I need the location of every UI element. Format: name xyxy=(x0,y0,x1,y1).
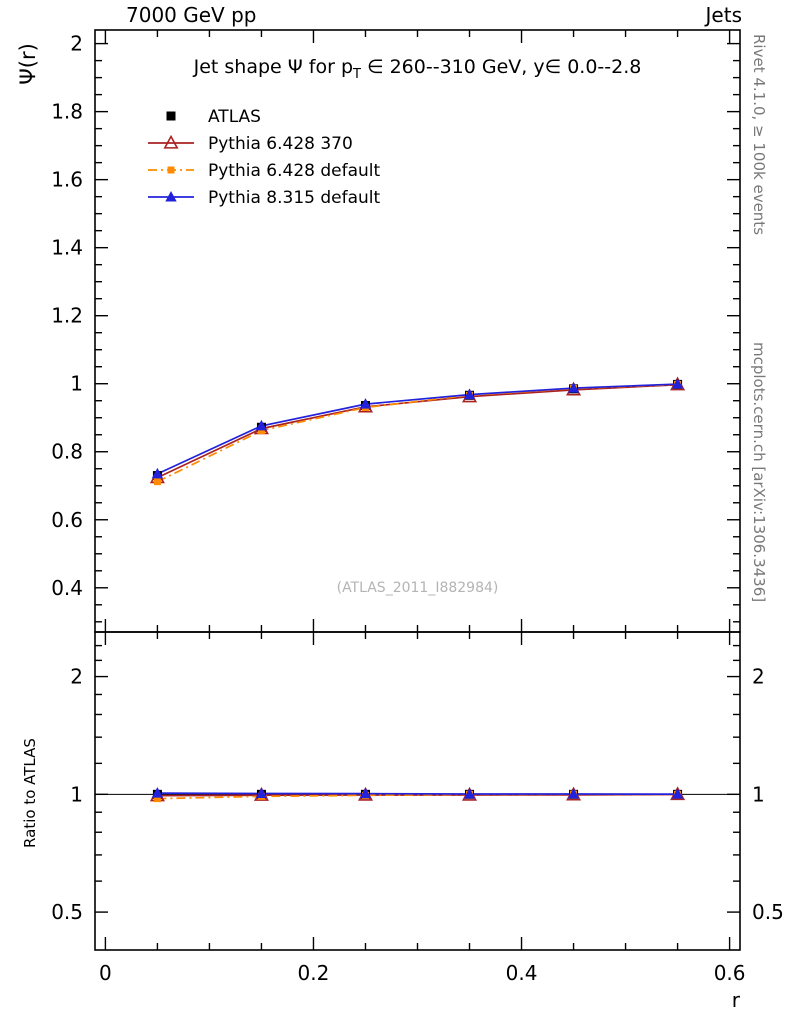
marker-pythia-8315-default xyxy=(567,787,580,799)
series-line-pythia-8315-default xyxy=(157,383,678,475)
y-tick-label-main: 1.8 xyxy=(51,100,83,124)
y-tick-label-main: 2 xyxy=(70,32,83,56)
legend-label-pythia-8315-default: Pythia 8.315 default xyxy=(208,188,381,208)
y-tick-label-main: 1.6 xyxy=(51,168,83,192)
plot-title-text: Jet shape Ψ for p xyxy=(193,56,354,78)
rivet-version-note: Rivet 4.1.0, ≥ 100k events xyxy=(750,34,768,236)
marker-pythia-8315-default xyxy=(463,787,476,799)
x-tick-label: 0.6 xyxy=(714,961,746,985)
marker-pythia-8315-default xyxy=(151,787,164,798)
main-y-axis-label: Ψ(r) xyxy=(16,43,40,85)
ratio-y-axis-label: Ratio to ATLAS xyxy=(21,738,39,848)
y-tick-label-main: 1 xyxy=(70,372,83,396)
main-panel-frame xyxy=(94,29,741,633)
marker-pythia-8315-default xyxy=(567,382,580,393)
y-tick-label-ratio-left: 2 xyxy=(70,665,83,689)
y-tick-label-ratio-right: 1 xyxy=(752,782,765,806)
marker-pythia-6428-default xyxy=(153,478,161,486)
y-tick-label-ratio-left: 1 xyxy=(70,782,83,806)
x-tick-label: 0.4 xyxy=(506,961,538,985)
y-tick-label-main: 0.6 xyxy=(51,508,83,532)
ratio-line-pythia-6428-default xyxy=(157,793,678,800)
x-tick-label: 0.2 xyxy=(298,961,330,985)
marker-pythia-6428-370 xyxy=(163,134,179,149)
marker-pythia-8315-default xyxy=(359,787,372,799)
marker-pythia-8315-default xyxy=(151,467,164,479)
ratio-panel-frame xyxy=(94,631,741,951)
y-tick-label-ratio-left: 0.5 xyxy=(51,900,83,924)
marker-pythia-6428-default xyxy=(153,795,161,803)
x-tick-label: 0 xyxy=(99,961,112,985)
marker-pythia-8315-default xyxy=(671,788,684,799)
series-line-pythia-6428-default xyxy=(157,383,678,483)
marker-pythia-6428-default xyxy=(167,166,175,174)
plot-title: Jet shape Ψ for pT ∈ 260--310 GeV, y∈ 0.… xyxy=(95,56,740,82)
y-tick-label-main: 0.4 xyxy=(51,576,83,600)
plot-title-subscript: T xyxy=(353,66,361,82)
analysis-id-watermark: (ATLAS_2011_I882984) xyxy=(336,580,499,596)
analysis-group-label: Jets xyxy=(705,3,742,27)
marker-pythia-8315-default xyxy=(463,388,476,400)
marker-pythia-8315-default xyxy=(255,419,268,431)
legend-label-atlas: ATLAS xyxy=(208,107,261,127)
marker-pythia-8315-default xyxy=(165,191,177,202)
marker-pythia-6428-default xyxy=(257,427,265,435)
legend-label-pythia-6428-default: Pythia 6.428 default xyxy=(208,161,381,181)
marker-pythia-8315-default xyxy=(359,398,372,409)
marker-pythia-8315-default xyxy=(671,378,684,389)
y-tick-label-ratio-right: 2 xyxy=(752,665,765,689)
y-tick-label-main: 0.8 xyxy=(51,440,83,464)
mcplots-reference-note: mcplots.cern.ch [arXiv:1306.3436] xyxy=(750,342,768,603)
y-tick-label-ratio-right: 0.5 xyxy=(752,900,784,924)
plot-title-text-tail: ∈ 260--310 GeV, y∈ 0.0--2.8 xyxy=(360,56,642,78)
x-axis-label: r xyxy=(731,988,740,1012)
y-tick-label-main: 1.2 xyxy=(51,304,83,328)
ratio-line-pythia-8315-default xyxy=(157,792,678,796)
beam-energy-label: 7000 GeV pp xyxy=(126,3,257,27)
legend-label-pythia-6428-370: Pythia 6.428 370 xyxy=(208,134,353,154)
marker-pythia-8315-default xyxy=(255,787,268,798)
marker-atlas xyxy=(166,111,176,121)
y-tick-label-main: 1.4 xyxy=(51,236,83,260)
